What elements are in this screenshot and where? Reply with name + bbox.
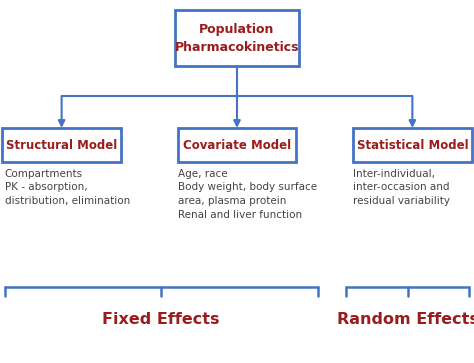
Text: Inter-individual,
inter-occasion and
residual variability: Inter-individual, inter-occasion and res…: [353, 169, 450, 206]
Text: Age, race
Body weight, body surface
area, plasma protein
Renal and liver functio: Age, race Body weight, body surface area…: [178, 169, 317, 220]
Text: Structural Model: Structural Model: [6, 139, 117, 152]
Text: Fixed Effects: Fixed Effects: [102, 312, 220, 327]
FancyBboxPatch shape: [175, 10, 299, 66]
Text: Compartments
PK - absorption,
distribution, elimination: Compartments PK - absorption, distributi…: [5, 169, 130, 206]
FancyBboxPatch shape: [178, 128, 296, 163]
FancyBboxPatch shape: [353, 128, 472, 163]
Text: Covariate Model: Covariate Model: [183, 139, 291, 152]
Text: Population
Pharmacokinetics: Population Pharmacokinetics: [175, 23, 299, 54]
Text: Statistical Model: Statistical Model: [356, 139, 468, 152]
FancyBboxPatch shape: [2, 128, 121, 163]
Text: Random Effects: Random Effects: [337, 312, 474, 327]
